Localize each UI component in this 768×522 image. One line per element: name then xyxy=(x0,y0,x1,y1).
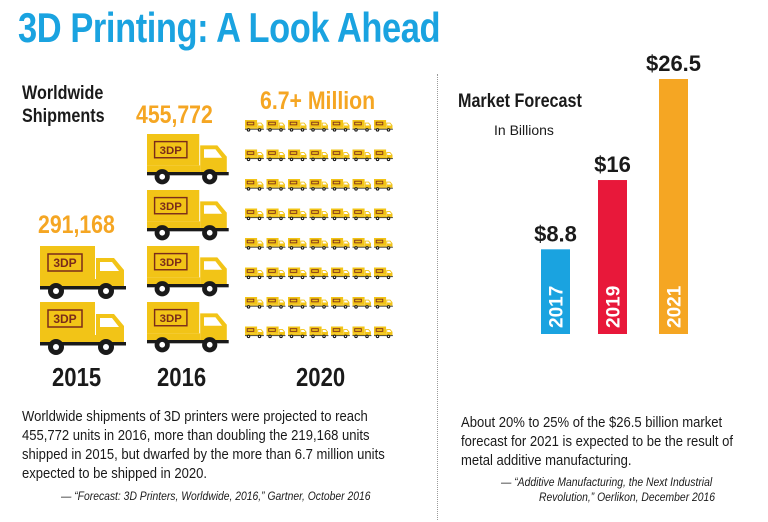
truck-icon-2020 xyxy=(245,120,264,132)
forecast-value-label-2019: $16 xyxy=(594,152,631,177)
truck-icon-2020 xyxy=(352,238,372,250)
truck-icon-2020 xyxy=(352,267,372,280)
truck-icon-2020 xyxy=(331,120,350,132)
truck-icon-2016: 3DP xyxy=(147,302,229,353)
year-label-2020: 2020 xyxy=(296,362,346,392)
shipments-title-line1: Worldwide xyxy=(22,83,104,104)
truck-icon-2020 xyxy=(245,267,264,280)
forecast-bar-2019 xyxy=(598,180,627,334)
forecast-citation-line2: Revolution,” Oerlikon, December 2016 xyxy=(539,492,716,504)
truck-icon-2020 xyxy=(288,297,307,309)
truck-icon-2020 xyxy=(374,267,393,280)
truck-icon-2020 xyxy=(266,120,286,132)
shipments-title: Worldwide Shipments xyxy=(22,82,105,128)
truck-icon-2015: 3DP xyxy=(40,302,126,355)
forecast-year-label-2019: 2019 xyxy=(604,286,625,328)
truck-label: 3DP xyxy=(53,312,76,326)
value-label-2020: 6.7+ Million xyxy=(260,87,376,115)
truck-icon-2020 xyxy=(352,297,372,309)
truck-icon-2020 xyxy=(331,179,350,191)
forecast-caption: About 20% to 25% of the $26.5 billion ma… xyxy=(461,415,734,469)
truck-icon-2020 xyxy=(331,208,350,221)
truck-icon-2020 xyxy=(288,179,307,191)
truck-icon-2020 xyxy=(288,208,307,221)
truck-icon-2020 xyxy=(374,120,393,132)
truck-icon-2020 xyxy=(266,208,286,221)
truck-label: 3DP xyxy=(160,313,183,325)
truck-icon-2020 xyxy=(331,267,350,280)
truck-icon-2020 xyxy=(331,326,350,339)
forecast-subtitle: In Billions xyxy=(494,122,554,138)
section-divider xyxy=(437,74,438,520)
truck-icon-2020 xyxy=(245,297,264,309)
truck-icon-2016: 3DP xyxy=(147,246,229,297)
truck-icon-2020 xyxy=(374,149,393,162)
truck-icon-2020 xyxy=(309,208,329,221)
shipments-caption: Worldwide shipments of 3D printers were … xyxy=(22,409,385,482)
truck-icon-2020 xyxy=(352,326,372,339)
value-label-2016: 455,772 xyxy=(136,101,213,129)
truck-icon-2020 xyxy=(245,149,264,162)
forecast-bar-2017 xyxy=(541,249,570,334)
truck-icon-2015: 3DP xyxy=(40,246,126,299)
truck-icon-2020 xyxy=(352,179,372,191)
shipments-truck-pictogram: 3DP 3DP 3DP 3DP 3DP 3DP xyxy=(40,120,393,355)
shipments-citation: — “Forecast: 3D Printers, Worldwide, 201… xyxy=(61,491,371,503)
truck-icon-2020 xyxy=(245,238,264,250)
truck-icon-2020 xyxy=(245,208,264,221)
truck-icon-2020 xyxy=(245,326,264,339)
truck-icon-2020 xyxy=(288,120,307,132)
forecast-bar-2021 xyxy=(659,79,688,334)
truck-icon-2020 xyxy=(331,297,350,309)
truck-icon-2020 xyxy=(309,297,329,309)
truck-icon-2020 xyxy=(266,326,286,339)
truck-icon-2020 xyxy=(309,149,329,162)
truck-label: 3DP xyxy=(160,145,183,157)
forecast-year-label-2017: 2017 xyxy=(547,286,568,328)
truck-icon-2020 xyxy=(331,149,350,162)
truck-icon-2020 xyxy=(245,179,264,191)
truck-icon-2020 xyxy=(352,120,372,132)
truck-icon-2020 xyxy=(309,179,329,191)
truck-label: 3DP xyxy=(160,201,183,213)
forecast-value-label-2021: $26.5 xyxy=(646,54,701,76)
truck-icon-2016: 3DP xyxy=(147,134,229,185)
truck-icon-2020 xyxy=(309,120,329,132)
truck-icon-2020 xyxy=(374,179,393,191)
truck-icon-2020 xyxy=(352,208,372,221)
truck-icon-2020 xyxy=(331,238,350,250)
truck-label: 3DP xyxy=(53,256,76,270)
truck-icon-2020 xyxy=(266,238,286,250)
truck-icon-2020 xyxy=(266,149,286,162)
value-label-2015: 291,168 xyxy=(38,211,115,239)
year-label-2015: 2015 xyxy=(52,362,102,392)
truck-icon-2020 xyxy=(309,238,329,250)
forecast-value-label-2017: $8.8 xyxy=(534,221,577,246)
truck-icon-2020 xyxy=(288,326,307,339)
market-forecast-bar-chart: $8.8 2017 $16 2019 $26.5 2021 xyxy=(534,54,701,334)
truck-icon-2020 xyxy=(374,326,393,339)
truck-icon-2020 xyxy=(266,267,286,280)
truck-icon-2020 xyxy=(288,267,307,280)
forecast-year-label-2021: 2021 xyxy=(665,285,686,328)
shipments-title-line2: Shipments xyxy=(22,106,105,127)
truck-icon-2020 xyxy=(288,149,307,162)
year-label-2016: 2016 xyxy=(157,362,207,392)
truck-icon-2020 xyxy=(374,208,393,221)
page-title: 3D Printing: A Look Ahead xyxy=(18,4,441,51)
truck-icon-2020 xyxy=(352,149,372,162)
truck-icon-2020 xyxy=(266,297,286,309)
truck-icon-2016: 3DP xyxy=(147,190,229,241)
truck-icon-2020 xyxy=(266,179,286,191)
truck-icon-2020 xyxy=(309,326,329,339)
truck-icon-2020 xyxy=(374,238,393,250)
truck-label: 3DP xyxy=(160,257,183,269)
truck-icon-2020 xyxy=(374,297,393,309)
forecast-title: Market Forecast xyxy=(458,91,582,112)
truck-icon-2020 xyxy=(288,238,307,250)
forecast-citation-line1: — “Additive Manufacturing, the Next Indu… xyxy=(501,477,713,489)
truck-icon-2020 xyxy=(309,267,329,280)
